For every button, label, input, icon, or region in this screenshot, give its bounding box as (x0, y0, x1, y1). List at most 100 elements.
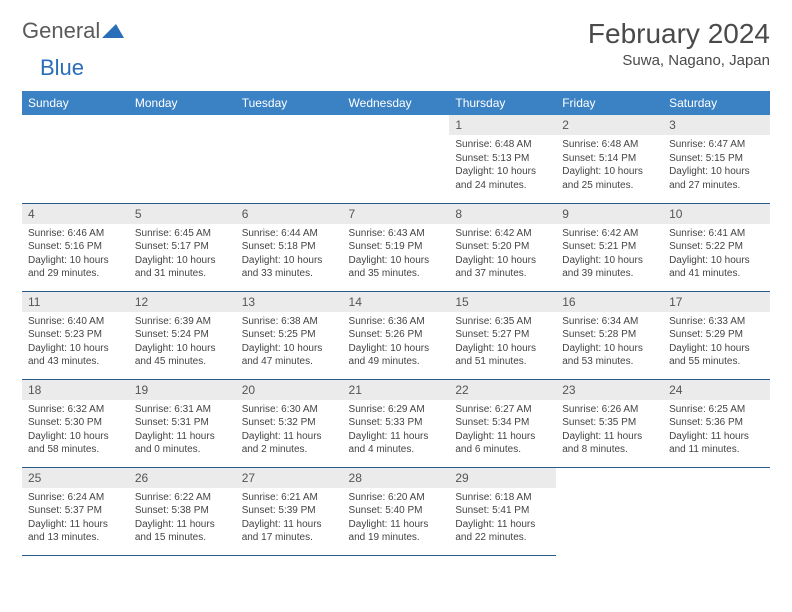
sunrise-line: Sunrise: 6:38 AM (242, 315, 337, 329)
day-content: Sunrise: 6:21 AMSunset: 5:39 PMDaylight:… (236, 488, 343, 548)
day-content: Sunrise: 6:41 AMSunset: 5:22 PMDaylight:… (663, 224, 770, 284)
sunset-line: Sunset: 5:14 PM (562, 152, 657, 166)
daylight-line: Daylight: 10 hours and 58 minutes. (28, 430, 123, 457)
calendar-cell: 24Sunrise: 6:25 AMSunset: 5:36 PMDayligh… (663, 379, 770, 467)
day-content: Sunrise: 6:33 AMSunset: 5:29 PMDaylight:… (663, 312, 770, 372)
day-number: 29 (449, 468, 556, 488)
sunset-line: Sunset: 5:40 PM (349, 504, 444, 518)
calendar-cell: 8Sunrise: 6:42 AMSunset: 5:20 PMDaylight… (449, 203, 556, 291)
calendar-cell (556, 467, 663, 555)
sunset-line: Sunset: 5:20 PM (455, 240, 550, 254)
calendar-cell: 12Sunrise: 6:39 AMSunset: 5:24 PMDayligh… (129, 291, 236, 379)
calendar-cell: 6Sunrise: 6:44 AMSunset: 5:18 PMDaylight… (236, 203, 343, 291)
sunrise-line: Sunrise: 6:47 AM (669, 138, 764, 152)
logo-triangle-icon (102, 18, 124, 44)
sunrise-line: Sunrise: 6:22 AM (135, 491, 230, 505)
sunset-line: Sunset: 5:33 PM (349, 416, 444, 430)
day-content: Sunrise: 6:25 AMSunset: 5:36 PMDaylight:… (663, 400, 770, 460)
calendar-cell: 20Sunrise: 6:30 AMSunset: 5:32 PMDayligh… (236, 379, 343, 467)
daylight-line: Daylight: 10 hours and 39 minutes. (562, 254, 657, 281)
day-content: Sunrise: 6:22 AMSunset: 5:38 PMDaylight:… (129, 488, 236, 548)
daylight-line: Daylight: 10 hours and 27 minutes. (669, 165, 764, 192)
daylight-line: Daylight: 10 hours and 55 minutes. (669, 342, 764, 369)
weekday-header: Wednesday (343, 91, 450, 115)
location-text: Suwa, Nagano, Japan (588, 52, 770, 69)
sunrise-line: Sunrise: 6:32 AM (28, 403, 123, 417)
weekday-header: Thursday (449, 91, 556, 115)
sunrise-line: Sunrise: 6:20 AM (349, 491, 444, 505)
sunrise-line: Sunrise: 6:44 AM (242, 227, 337, 241)
daylight-line: Daylight: 11 hours and 6 minutes. (455, 430, 550, 457)
sunset-line: Sunset: 5:32 PM (242, 416, 337, 430)
weekday-header: Monday (129, 91, 236, 115)
sunrise-line: Sunrise: 6:46 AM (28, 227, 123, 241)
calendar-row: 18Sunrise: 6:32 AMSunset: 5:30 PMDayligh… (22, 379, 770, 467)
daylight-line: Daylight: 11 hours and 17 minutes. (242, 518, 337, 545)
sunset-line: Sunset: 5:31 PM (135, 416, 230, 430)
weekday-header: Sunday (22, 91, 129, 115)
day-content: Sunrise: 6:32 AMSunset: 5:30 PMDaylight:… (22, 400, 129, 460)
daylight-line: Daylight: 11 hours and 2 minutes. (242, 430, 337, 457)
calendar-cell (663, 467, 770, 555)
day-number: 19 (129, 380, 236, 400)
sunrise-line: Sunrise: 6:35 AM (455, 315, 550, 329)
daylight-line: Daylight: 10 hours and 37 minutes. (455, 254, 550, 281)
day-number: 9 (556, 204, 663, 224)
calendar-cell: 23Sunrise: 6:26 AMSunset: 5:35 PMDayligh… (556, 379, 663, 467)
day-number: 18 (22, 380, 129, 400)
daylight-line: Daylight: 11 hours and 4 minutes. (349, 430, 444, 457)
day-content: Sunrise: 6:40 AMSunset: 5:23 PMDaylight:… (22, 312, 129, 372)
sunset-line: Sunset: 5:36 PM (669, 416, 764, 430)
calendar-cell: 16Sunrise: 6:34 AMSunset: 5:28 PMDayligh… (556, 291, 663, 379)
sunrise-line: Sunrise: 6:33 AM (669, 315, 764, 329)
daylight-line: Daylight: 10 hours and 43 minutes. (28, 342, 123, 369)
daylight-line: Daylight: 10 hours and 51 minutes. (455, 342, 550, 369)
sunrise-line: Sunrise: 6:45 AM (135, 227, 230, 241)
day-content: Sunrise: 6:31 AMSunset: 5:31 PMDaylight:… (129, 400, 236, 460)
calendar-cell: 11Sunrise: 6:40 AMSunset: 5:23 PMDayligh… (22, 291, 129, 379)
calendar-cell: 21Sunrise: 6:29 AMSunset: 5:33 PMDayligh… (343, 379, 450, 467)
day-content: Sunrise: 6:29 AMSunset: 5:33 PMDaylight:… (343, 400, 450, 460)
sunset-line: Sunset: 5:29 PM (669, 328, 764, 342)
calendar-cell (22, 115, 129, 203)
day-number: 23 (556, 380, 663, 400)
day-number: 11 (22, 292, 129, 312)
daylight-line: Daylight: 10 hours and 35 minutes. (349, 254, 444, 281)
logo: General (22, 18, 124, 44)
day-content: Sunrise: 6:44 AMSunset: 5:18 PMDaylight:… (236, 224, 343, 284)
day-content: Sunrise: 6:20 AMSunset: 5:40 PMDaylight:… (343, 488, 450, 548)
day-number: 14 (343, 292, 450, 312)
sunrise-line: Sunrise: 6:18 AM (455, 491, 550, 505)
sunrise-line: Sunrise: 6:39 AM (135, 315, 230, 329)
sunrise-line: Sunrise: 6:48 AM (562, 138, 657, 152)
calendar-table: SundayMondayTuesdayWednesdayThursdayFrid… (22, 91, 770, 556)
daylight-line: Daylight: 10 hours and 24 minutes. (455, 165, 550, 192)
sunset-line: Sunset: 5:26 PM (349, 328, 444, 342)
day-number: 5 (129, 204, 236, 224)
daylight-line: Daylight: 11 hours and 0 minutes. (135, 430, 230, 457)
day-content: Sunrise: 6:42 AMSunset: 5:21 PMDaylight:… (556, 224, 663, 284)
weekday-header: Saturday (663, 91, 770, 115)
sunset-line: Sunset: 5:18 PM (242, 240, 337, 254)
calendar-cell (343, 115, 450, 203)
calendar-row: 4Sunrise: 6:46 AMSunset: 5:16 PMDaylight… (22, 203, 770, 291)
daylight-line: Daylight: 10 hours and 33 minutes. (242, 254, 337, 281)
calendar-cell: 2Sunrise: 6:48 AMSunset: 5:14 PMDaylight… (556, 115, 663, 203)
weekday-header: Tuesday (236, 91, 343, 115)
logo-text-general: General (22, 18, 100, 44)
month-title: February 2024 (588, 18, 770, 50)
sunset-line: Sunset: 5:23 PM (28, 328, 123, 342)
day-number: 8 (449, 204, 556, 224)
calendar-head: SundayMondayTuesdayWednesdayThursdayFrid… (22, 91, 770, 115)
daylight-line: Daylight: 11 hours and 15 minutes. (135, 518, 230, 545)
calendar-row: 1Sunrise: 6:48 AMSunset: 5:13 PMDaylight… (22, 115, 770, 203)
daylight-line: Daylight: 11 hours and 13 minutes. (28, 518, 123, 545)
calendar-cell: 1Sunrise: 6:48 AMSunset: 5:13 PMDaylight… (449, 115, 556, 203)
sunrise-line: Sunrise: 6:30 AM (242, 403, 337, 417)
sunrise-line: Sunrise: 6:43 AM (349, 227, 444, 241)
calendar-cell: 17Sunrise: 6:33 AMSunset: 5:29 PMDayligh… (663, 291, 770, 379)
day-content: Sunrise: 6:38 AMSunset: 5:25 PMDaylight:… (236, 312, 343, 372)
logo-text-blue: Blue (40, 55, 84, 80)
day-content: Sunrise: 6:36 AMSunset: 5:26 PMDaylight:… (343, 312, 450, 372)
day-number: 12 (129, 292, 236, 312)
